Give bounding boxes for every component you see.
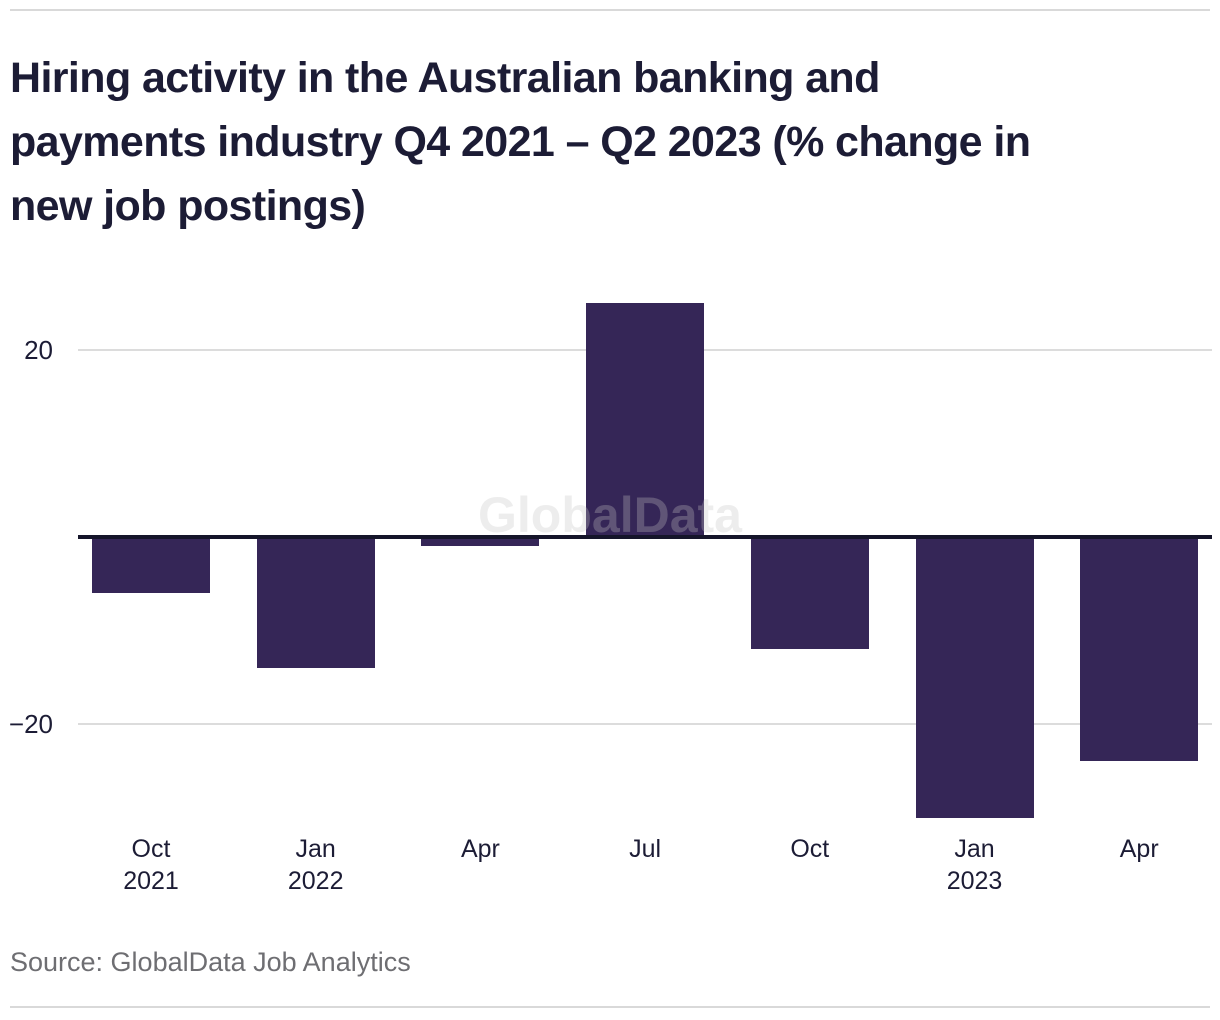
x-tick-label-jan-2023: Jan 2023: [890, 833, 1060, 897]
bar-jul-2022: [586, 303, 705, 537]
bar-oct-2021: [92, 537, 210, 594]
x-tick-line: Jan: [954, 835, 995, 863]
x-tick-line: Jan: [295, 835, 336, 863]
bar-oct-2022: [750, 537, 869, 650]
x-tick-line: Oct: [131, 835, 171, 863]
x-tick-line: Apr: [460, 835, 500, 863]
x-tick-label-apr-2023: Apr: [1054, 833, 1220, 865]
bar-apr-2022: [421, 537, 540, 547]
x-tick-label-oct-2021: Oct 2021: [66, 833, 236, 897]
x-tick-label-oct-2022: Oct: [725, 833, 895, 865]
x-tick-line: Oct: [790, 835, 830, 863]
gridline-minus-20: [78, 723, 1212, 725]
chart-title-line-1: Hiring activity in the Australian bankin…: [10, 54, 880, 102]
chart-title-line-3: new job postings): [10, 182, 366, 230]
y-tick-label-20: 20: [24, 335, 53, 365]
top-rule: [10, 9, 1210, 11]
x-tick-label-jul-2022: Jul: [560, 833, 730, 865]
x-tick-label-apr-2022: Apr: [395, 833, 565, 865]
x-tick-line: Jul: [629, 835, 662, 863]
bottom-rule: [10, 1006, 1210, 1008]
x-tick-line: 2022: [287, 867, 344, 895]
bar-jan-2023: [915, 537, 1034, 818]
x-tick-line: 2023: [946, 867, 1003, 895]
bar-apr-2023: [1080, 537, 1199, 762]
chart-title-line-2: payments industry Q4 2021 – Q2 2023 (% c…: [10, 118, 1031, 166]
chart-title: Hiring activity in the Australian bankin…: [10, 46, 1031, 238]
x-tick-line: 2021: [123, 867, 179, 895]
source-caption: Source: GlobalData Job Analytics: [10, 947, 411, 977]
x-tick-label-jan-2022: Jan 2022: [231, 833, 401, 897]
bar-jan-2022: [256, 537, 375, 668]
y-tick-label-minus-20: −20: [8, 709, 53, 739]
x-tick-line: Apr: [1119, 835, 1159, 863]
zero-axis-line: [78, 535, 1212, 539]
